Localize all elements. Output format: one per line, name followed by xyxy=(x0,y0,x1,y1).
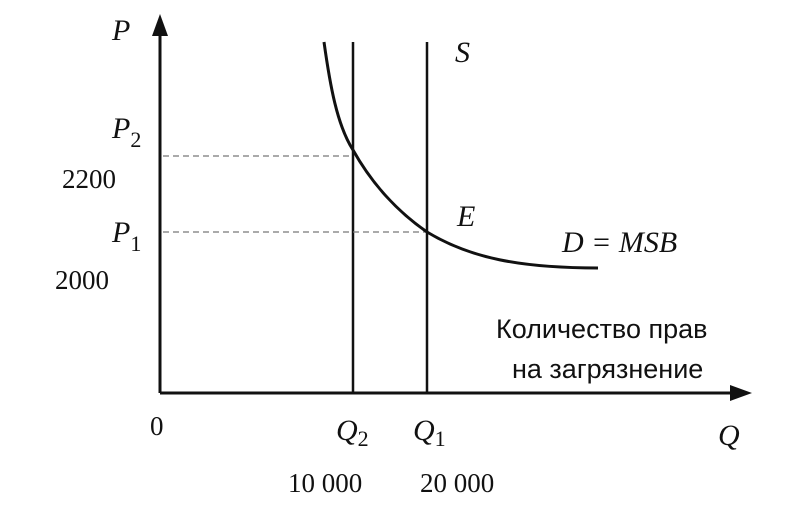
q1-value: 20 000 xyxy=(420,468,494,498)
p1-subscript: 1 xyxy=(130,231,141,256)
x-axis-caption-line1: Количество прав xyxy=(496,314,708,344)
p1-label: P1 xyxy=(111,216,141,256)
equilibrium-label: E xyxy=(456,200,475,233)
p1-letter: P xyxy=(111,216,130,249)
y-axis-arrow-icon xyxy=(152,14,168,36)
x-axis-arrow-icon xyxy=(730,385,752,401)
x-axis-label: Q xyxy=(718,419,740,452)
p2-letter: P xyxy=(111,112,130,145)
p1-value: 2000 xyxy=(55,265,109,295)
q1-subscript: 1 xyxy=(435,426,446,451)
q1-label: Q1 xyxy=(413,414,446,451)
x-axis-caption-line2: на загрязнение xyxy=(512,354,703,384)
origin-label: 0 xyxy=(150,411,164,441)
p2-value: 2200 xyxy=(62,164,116,194)
q2-subscript: 2 xyxy=(358,426,369,451)
demand-label: D = MSB xyxy=(561,226,677,259)
y-axis-label: P xyxy=(111,14,130,47)
p2-subscript: 2 xyxy=(130,127,141,152)
q1-letter: Q xyxy=(413,414,435,447)
p2-label: P2 xyxy=(111,112,141,152)
q2-value: 10 000 xyxy=(288,468,362,498)
supply-label: S xyxy=(455,36,470,69)
q2-letter: Q xyxy=(336,414,358,447)
q2-label: Q2 xyxy=(336,414,369,451)
demand-curve xyxy=(322,41,599,270)
